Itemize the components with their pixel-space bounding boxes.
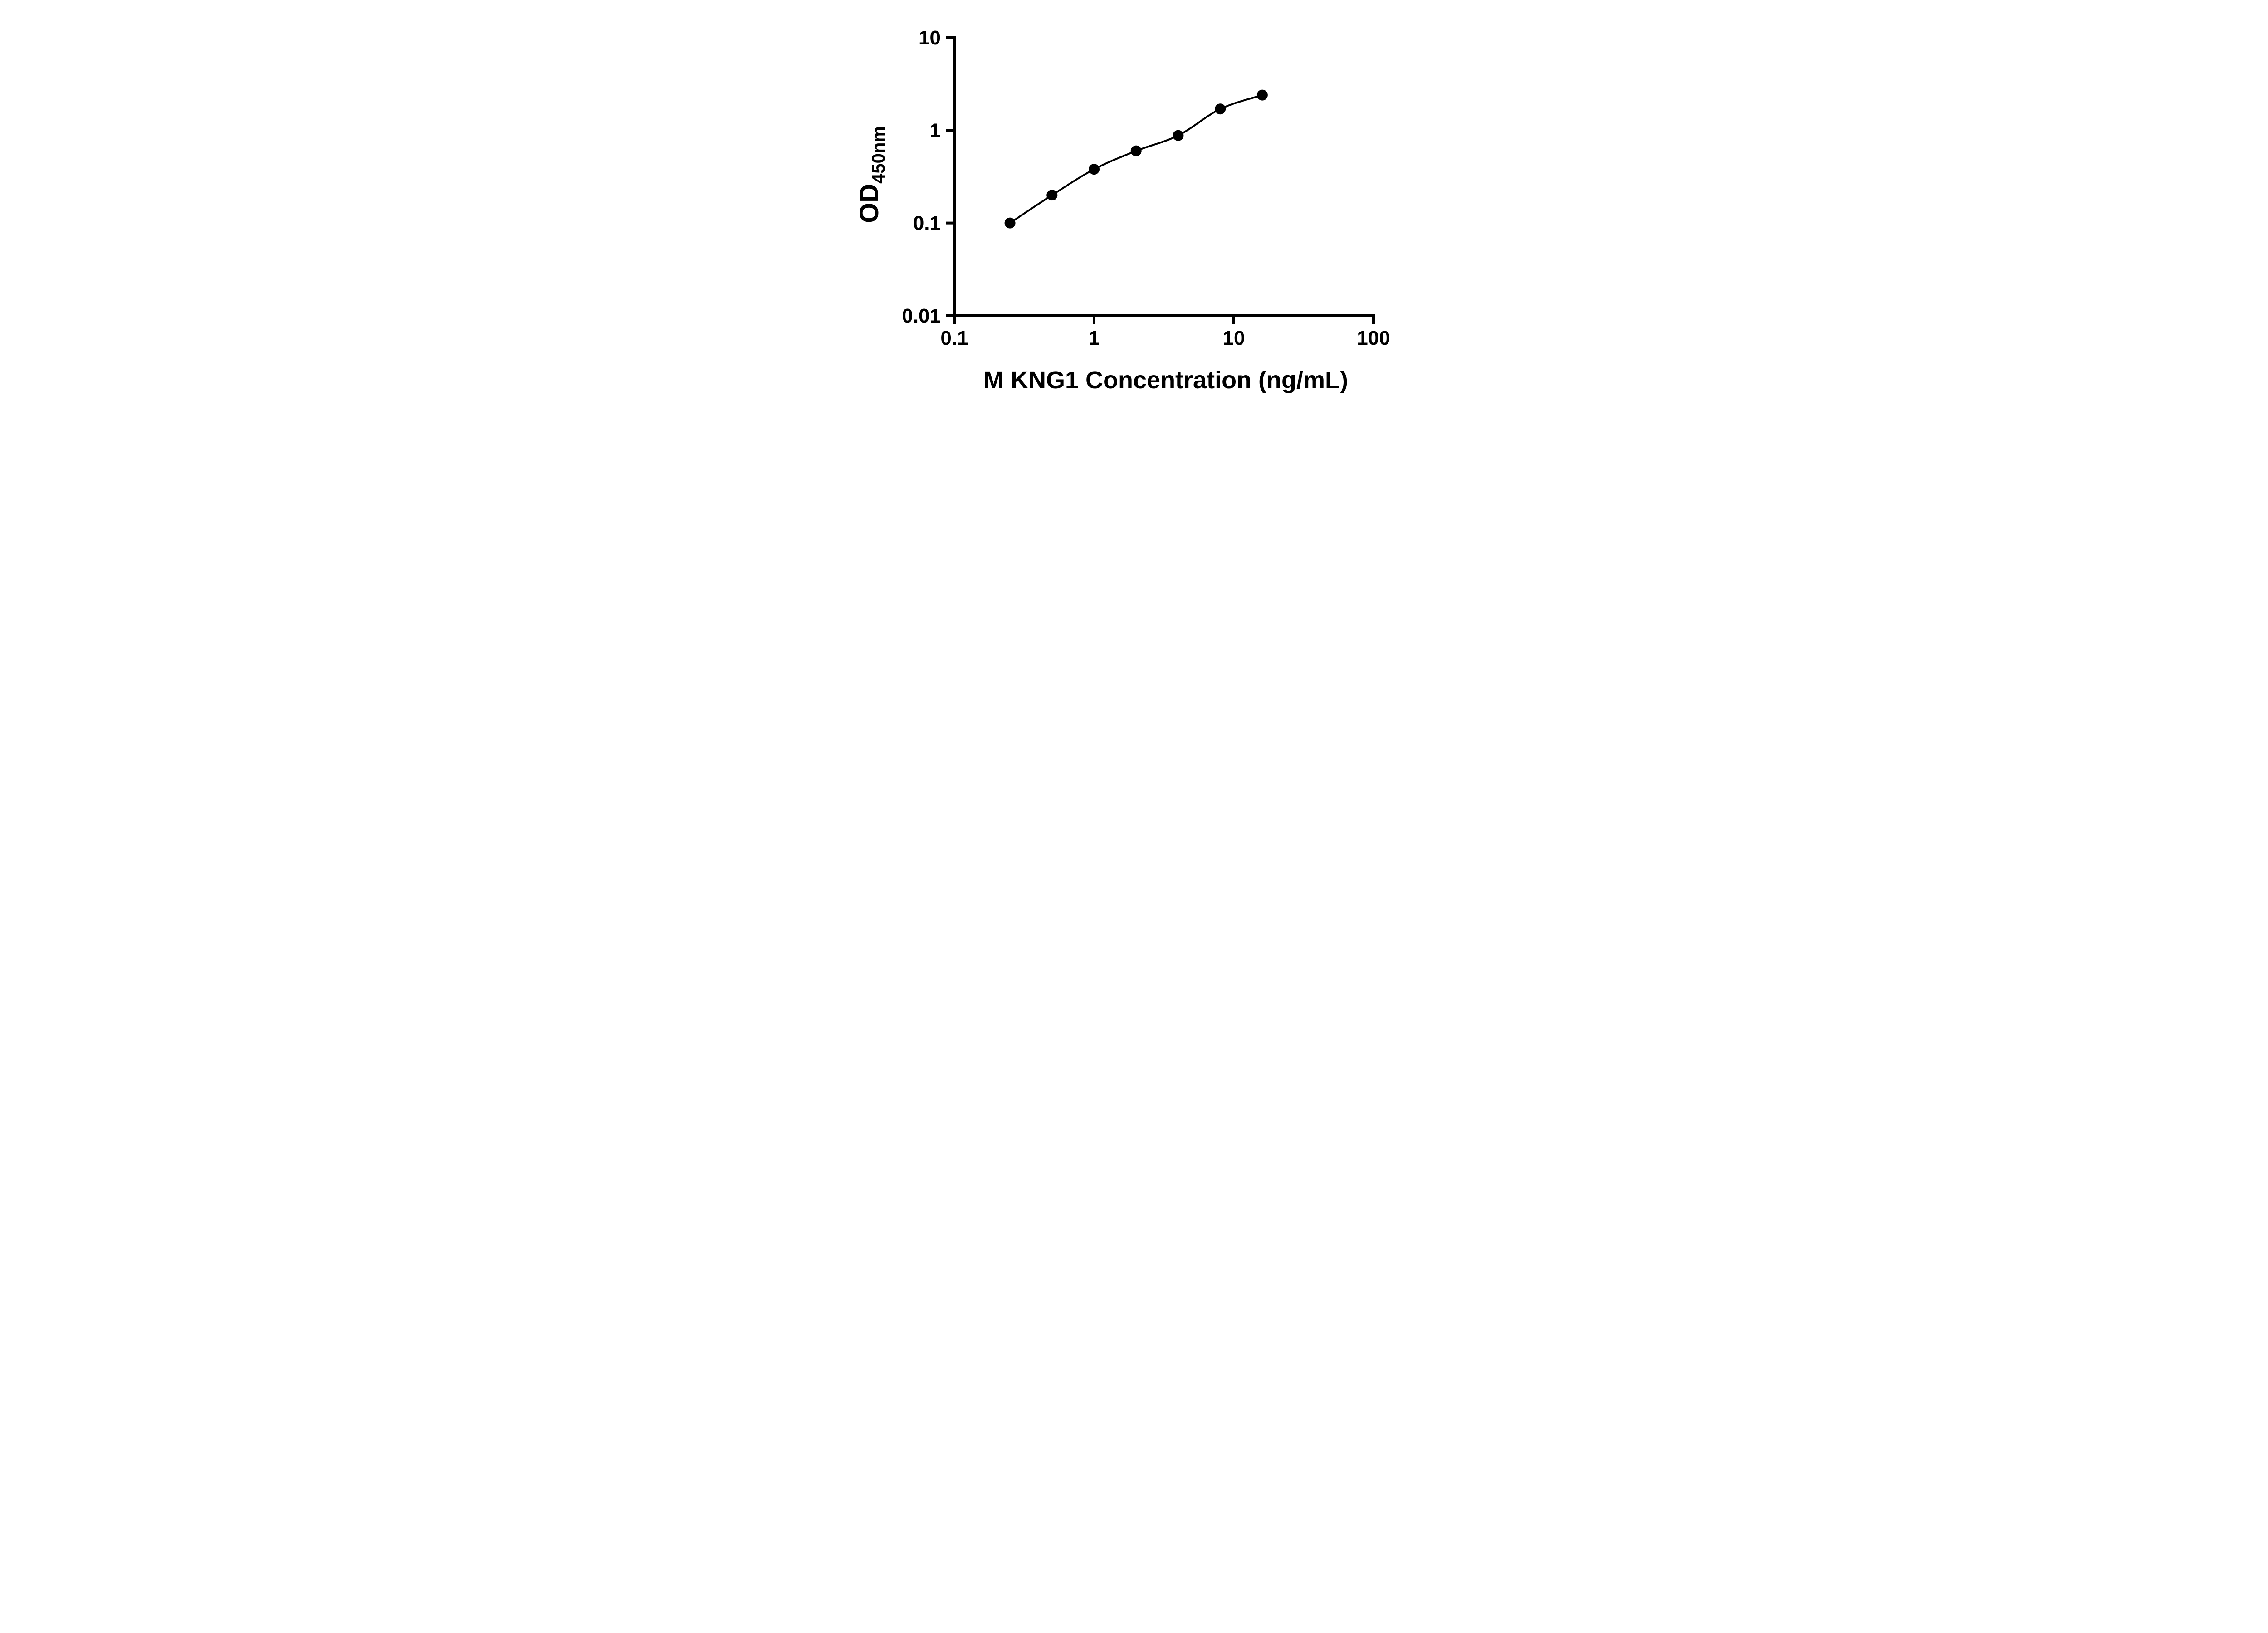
- x-tick-label: 1: [1088, 327, 1099, 349]
- x-tick-label: 10: [1222, 327, 1245, 349]
- fit-curve: [1009, 94, 1262, 224]
- y-axis-title: OD450nm: [855, 126, 889, 223]
- data-point: [1256, 89, 1268, 101]
- y-tick-label: 0.1: [913, 212, 940, 235]
- y-axis-title-main: OD: [855, 184, 884, 223]
- data-point: [1130, 145, 1142, 156]
- axis-lines: [953, 36, 1375, 317]
- data-point: [1046, 190, 1057, 201]
- data-point: [1004, 217, 1016, 229]
- x-axis-title: M KNG1 Concentration (ng/mL): [983, 367, 1348, 394]
- y-tick-label: 1: [929, 119, 940, 142]
- elisa-standard-curve-figure: 0.1 1 10 100 0.01 0.1 1 10 M KNG1 Concentration…: [842, 0, 1426, 408]
- y-tick-label: 10: [919, 27, 941, 49]
- data-point: [1172, 130, 1183, 141]
- x-tick-label: 100: [1357, 327, 1390, 349]
- x-tick-label: 0.1: [940, 327, 968, 349]
- y-tick-label: 0.01: [902, 305, 941, 327]
- y-axis-title-sub: 450nm: [869, 126, 889, 184]
- data-point: [1088, 164, 1100, 175]
- data-point: [1214, 103, 1226, 115]
